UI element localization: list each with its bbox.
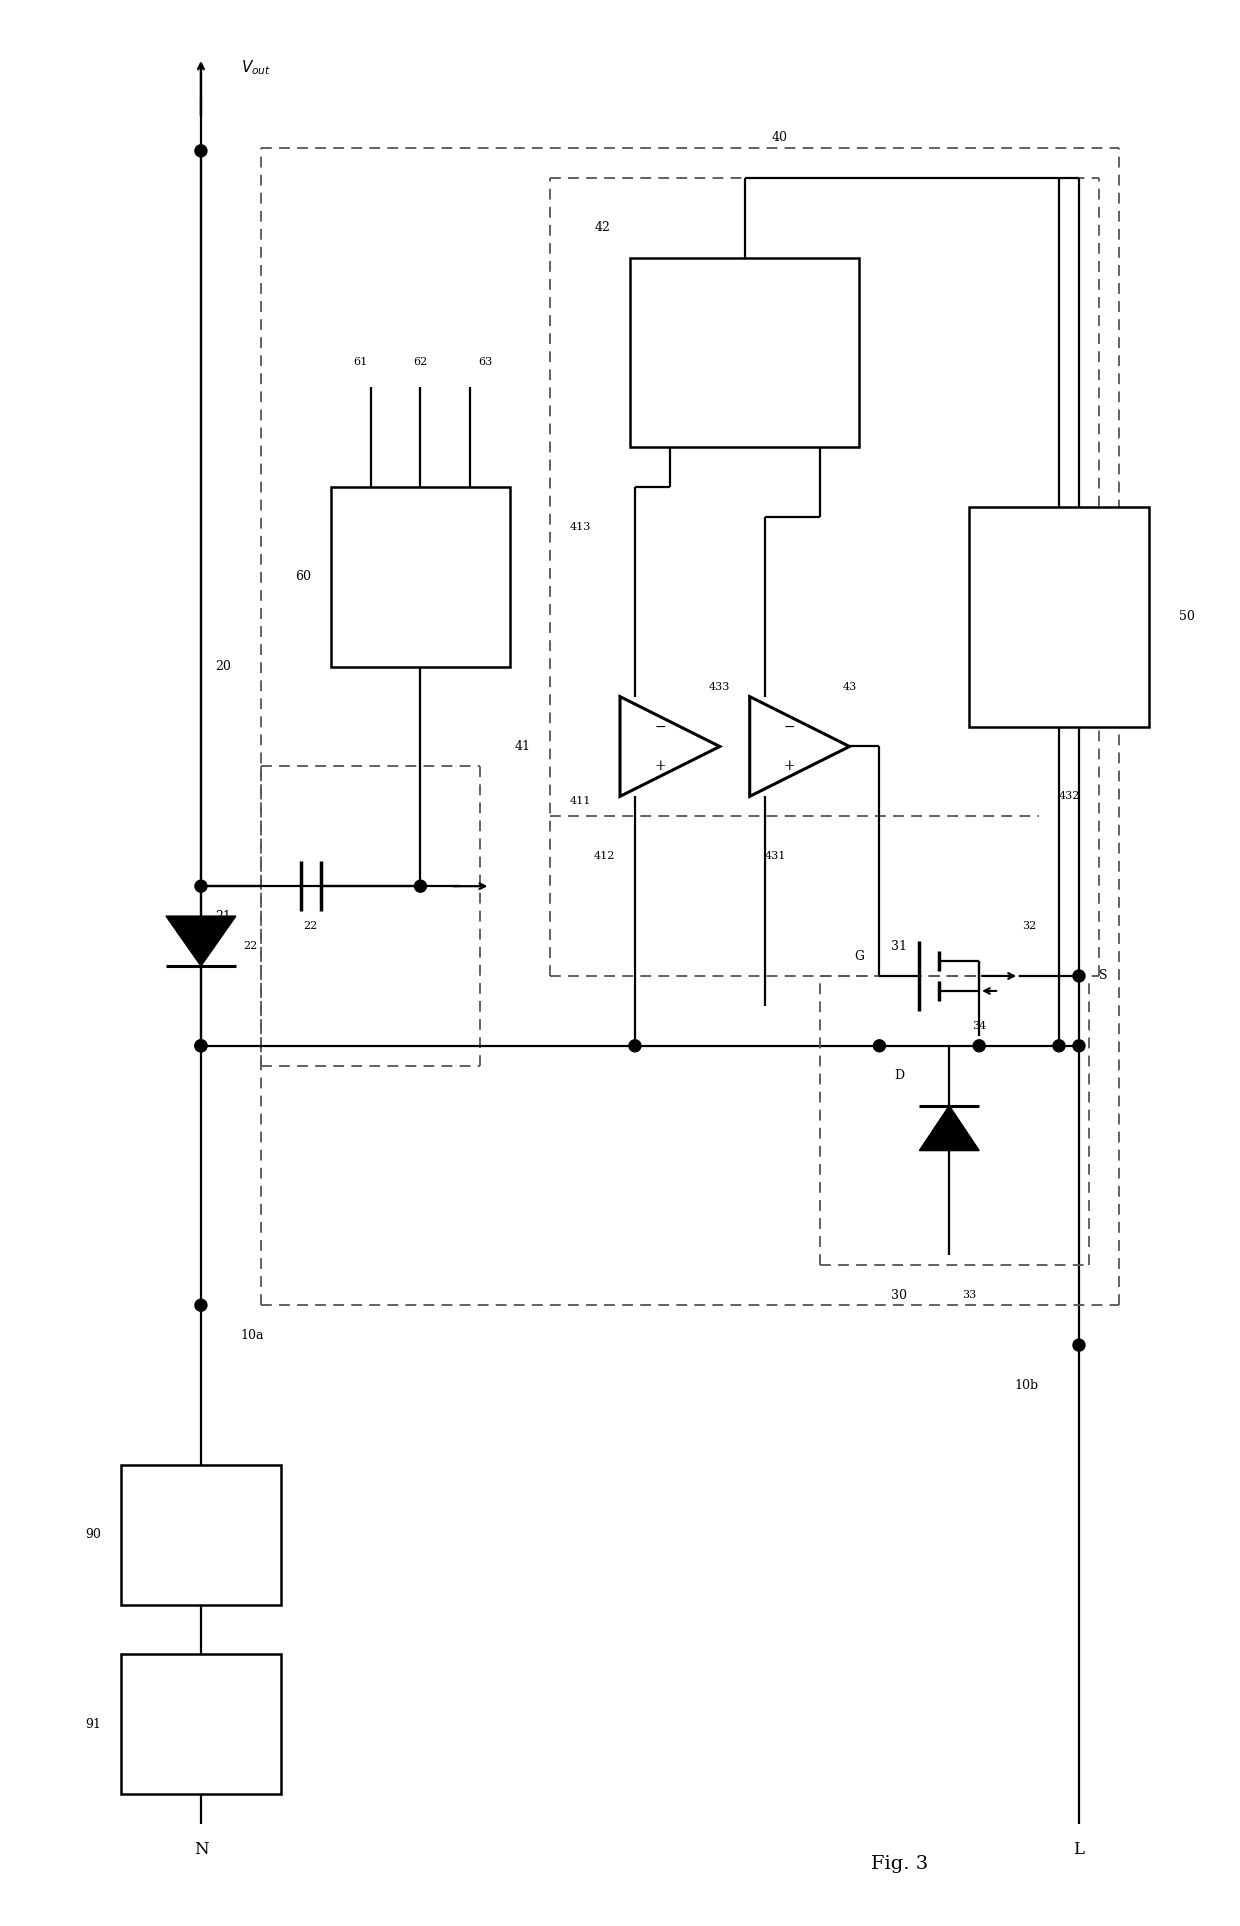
Text: 91: 91 [86, 1718, 102, 1731]
Text: 34: 34 [972, 1021, 986, 1030]
Text: 90: 90 [86, 1527, 102, 1541]
Text: 63: 63 [479, 358, 492, 368]
Text: 61: 61 [353, 358, 368, 368]
Text: 31: 31 [892, 940, 908, 953]
Circle shape [195, 144, 207, 156]
Circle shape [973, 1040, 986, 1052]
Text: N: N [193, 1841, 208, 1857]
Circle shape [1073, 971, 1085, 982]
Circle shape [195, 1040, 207, 1052]
Circle shape [195, 1300, 207, 1312]
Text: 43: 43 [842, 682, 857, 691]
Text: 60: 60 [295, 570, 311, 584]
Circle shape [1053, 1040, 1065, 1052]
Polygon shape [620, 697, 719, 795]
Bar [122, 1654, 280, 1795]
Bar [122, 1466, 280, 1604]
Text: Fig. 3: Fig. 3 [870, 1855, 928, 1872]
Text: −: − [784, 720, 795, 734]
Text: 10b: 10b [1014, 1379, 1039, 1392]
Text: 431: 431 [765, 851, 786, 861]
Circle shape [1073, 1040, 1085, 1052]
Text: $V_{out}$: $V_{out}$ [241, 58, 272, 77]
Text: 20: 20 [215, 661, 231, 674]
Text: 32: 32 [1022, 921, 1037, 930]
Text: G: G [854, 950, 864, 963]
Circle shape [195, 1040, 207, 1052]
Text: 30: 30 [892, 1288, 908, 1302]
Circle shape [629, 1040, 641, 1052]
Circle shape [195, 880, 207, 892]
Text: 21: 21 [215, 909, 231, 923]
Text: 412: 412 [594, 851, 615, 861]
Text: 22: 22 [304, 921, 317, 930]
Text: +: + [784, 759, 795, 774]
Polygon shape [750, 697, 849, 795]
Circle shape [873, 1040, 885, 1052]
Bar [970, 507, 1148, 726]
Text: 433: 433 [709, 682, 730, 691]
Text: 22: 22 [244, 942, 258, 951]
Text: 50: 50 [1179, 611, 1194, 624]
Bar [630, 258, 859, 447]
Polygon shape [919, 1106, 980, 1150]
Text: 10a: 10a [241, 1329, 264, 1342]
Text: 413: 413 [570, 522, 591, 532]
Text: +: + [653, 759, 666, 774]
Text: 33: 33 [962, 1290, 976, 1300]
Polygon shape [166, 917, 236, 967]
Text: D: D [894, 1069, 904, 1082]
Text: 42: 42 [594, 221, 610, 235]
Text: 411: 411 [570, 795, 591, 807]
Bar [331, 487, 510, 666]
Text: 62: 62 [413, 358, 428, 368]
Text: S: S [1099, 969, 1107, 982]
Text: −: − [653, 720, 666, 734]
Text: 432: 432 [1059, 792, 1080, 801]
Text: 40: 40 [771, 131, 787, 144]
Text: L: L [1074, 1841, 1085, 1857]
Circle shape [414, 880, 427, 892]
Text: 41: 41 [515, 740, 531, 753]
Circle shape [1073, 1339, 1085, 1352]
